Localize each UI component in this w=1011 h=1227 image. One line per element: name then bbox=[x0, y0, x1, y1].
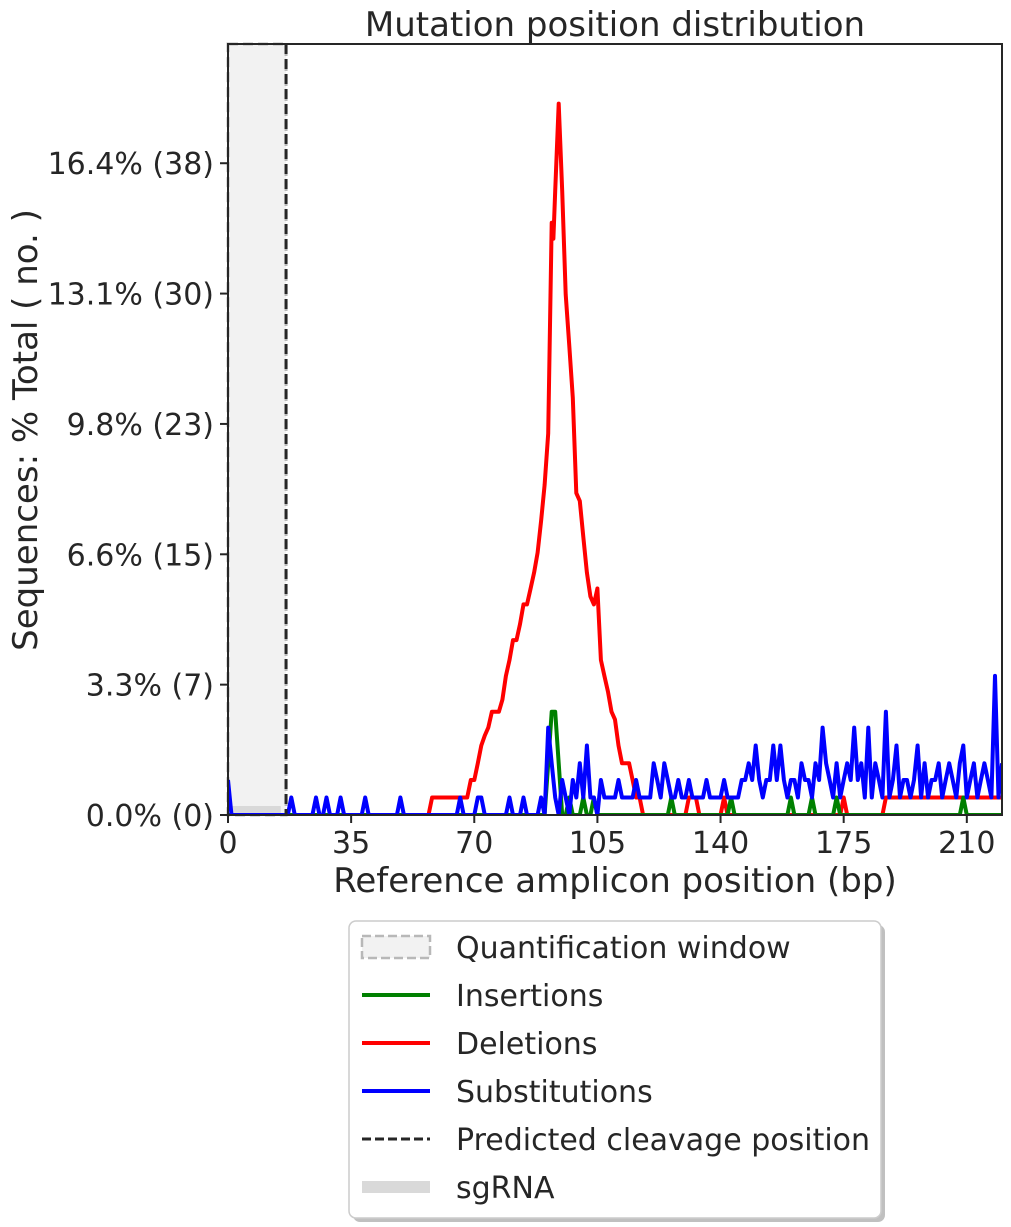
legend-sgrna-label: sgRNA bbox=[456, 1171, 555, 1206]
series-group bbox=[228, 101, 1002, 815]
sgrna-bar bbox=[228, 806, 281, 815]
quantification-window bbox=[226, 42, 288, 817]
plot-area bbox=[226, 42, 1003, 817]
legend-cleavage: Predicted cleavage position bbox=[362, 1123, 870, 1158]
x-tick-label: 140 bbox=[692, 826, 749, 861]
y-tick-label: 0.0% (0) bbox=[86, 799, 214, 834]
series-line-substitutions bbox=[228, 673, 1002, 815]
series-line-deletions bbox=[228, 101, 1002, 815]
y-tick-label: 13.1% (30) bbox=[48, 278, 214, 313]
x-tick-label: 105 bbox=[569, 826, 626, 861]
y-tick-label: 3.3% (7) bbox=[86, 669, 214, 704]
legend-sgrna: sgRNA bbox=[362, 1171, 555, 1206]
legend-substitutions-label: Substitutions bbox=[456, 1075, 653, 1110]
x-axis-label: Reference amplicon position (bp) bbox=[333, 861, 896, 901]
legend-insertions-label: Insertions bbox=[456, 979, 603, 1014]
y-axis: 0.0% (0) 3.3% (7) 6.6% (15) 9.8% (23) 13.1% … bbox=[48, 147, 228, 834]
legend-box bbox=[348, 920, 882, 1219]
y-tick-label: 9.8% (23) bbox=[67, 408, 214, 443]
y-tick-label: 16.4% (38) bbox=[48, 147, 214, 182]
legend-quantification-window: Quantification window bbox=[360, 931, 791, 966]
x-tick-label: 0 bbox=[218, 826, 237, 861]
y-axis-label: Sequences: % Total ( no. ) bbox=[6, 209, 46, 651]
legend-deletions-label: Deletions bbox=[456, 1027, 597, 1062]
y-tick-label: 6.6% (15) bbox=[67, 538, 214, 573]
chart-title: Mutation position distribution bbox=[365, 5, 865, 45]
legend-substitutions: Substitutions bbox=[362, 1075, 653, 1110]
x-tick-label: 210 bbox=[938, 826, 995, 861]
x-axis: 0 35 70 105 140 175 210 bbox=[218, 815, 995, 861]
x-tick-label: 175 bbox=[815, 826, 872, 861]
x-tick-label: 70 bbox=[455, 826, 493, 861]
legend-quantification-window-swatch bbox=[360, 934, 432, 960]
x-tick-label: 35 bbox=[332, 826, 370, 861]
legend: Quantification window Insertions Deletions… bbox=[348, 920, 885, 1222]
legend-insertions: Insertions bbox=[362, 979, 603, 1014]
legend-cleavage-label: Predicted cleavage position bbox=[456, 1123, 870, 1158]
legend-quantification-window-label: Quantification window bbox=[456, 931, 791, 966]
plot-frame bbox=[227, 43, 1003, 816]
legend-deletions: Deletions bbox=[362, 1027, 597, 1062]
